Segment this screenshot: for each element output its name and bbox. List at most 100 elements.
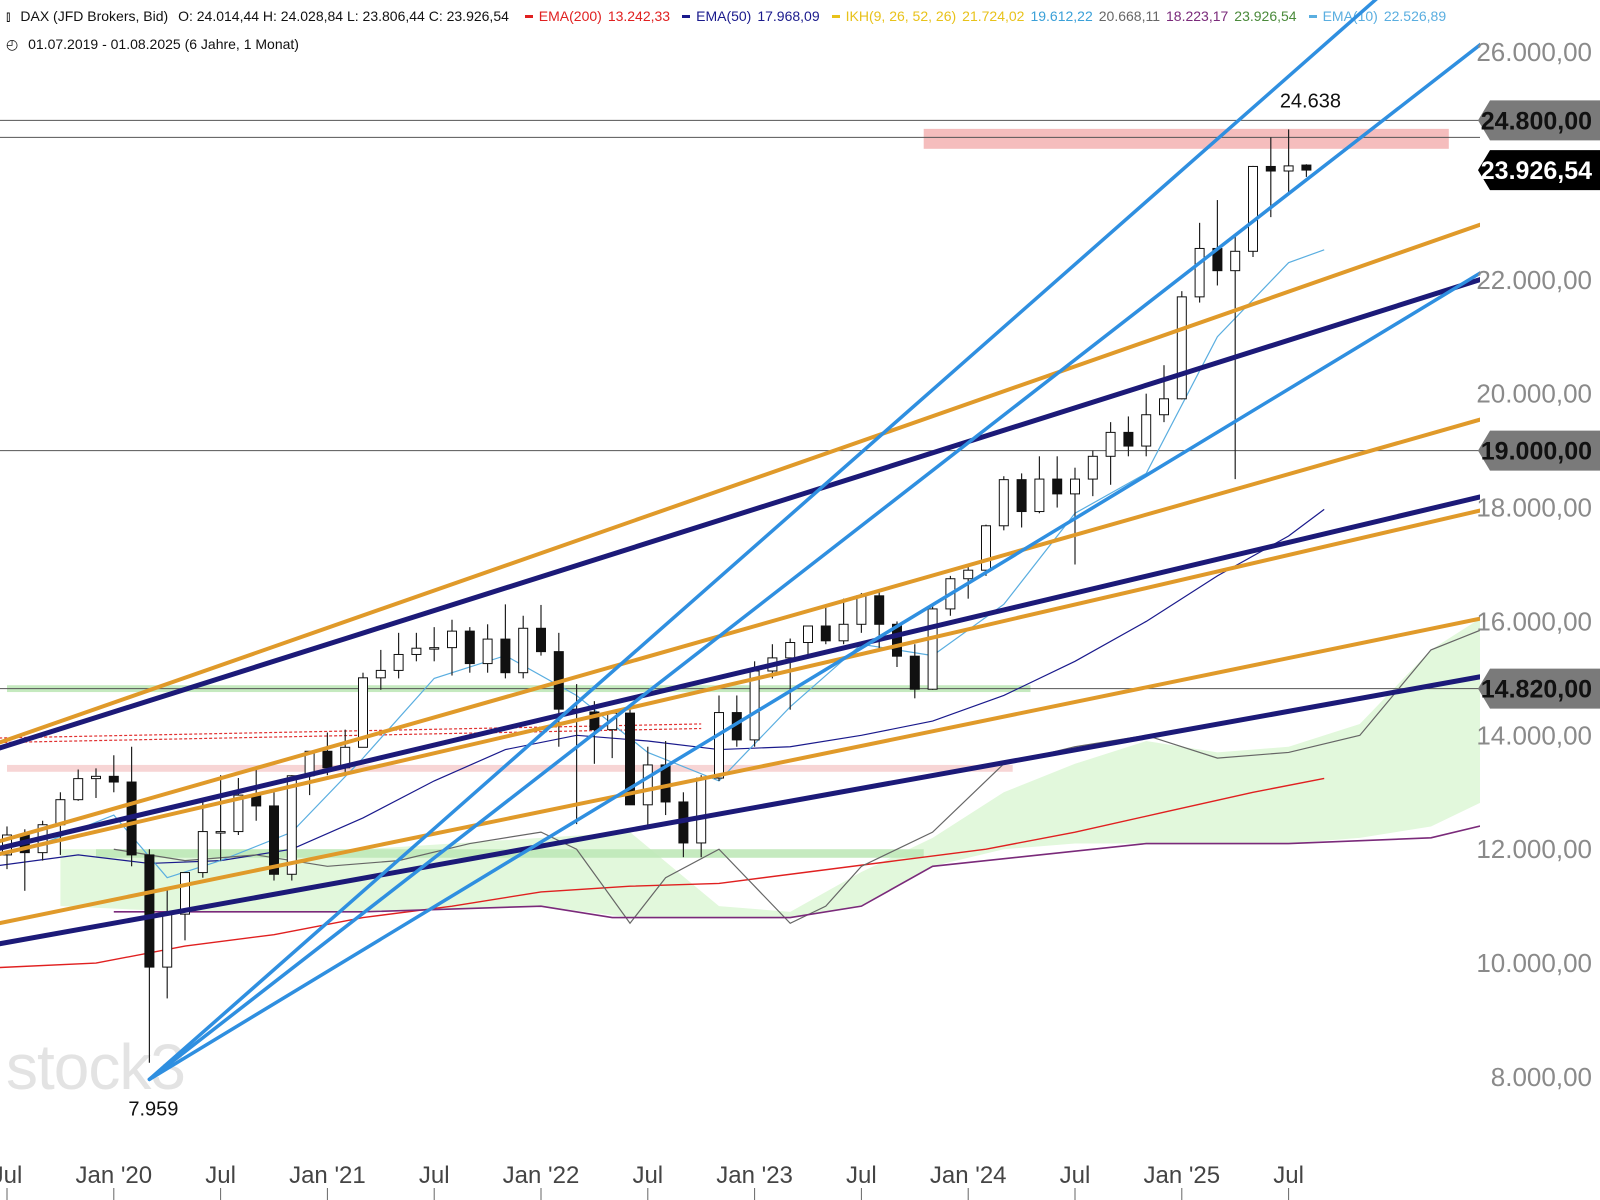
candle-body-up <box>856 595 867 625</box>
x-tick-label: Jul <box>1273 1162 1304 1189</box>
candle-body-down <box>625 712 635 806</box>
candle-body-down <box>1265 165 1276 172</box>
candle-body-up <box>1194 247 1205 298</box>
candle <box>144 849 155 1063</box>
candle-body-down <box>1052 478 1063 495</box>
candle <box>536 604 546 656</box>
candle <box>215 775 226 861</box>
candle-body-up <box>1087 455 1098 480</box>
ema50-line <box>0 508 1325 866</box>
price-tag-label: 14.820,00 <box>1481 676 1592 704</box>
candle-body-down <box>1301 164 1312 171</box>
price-tag: 24.800,00 <box>1478 100 1600 141</box>
candle-body-up <box>838 623 849 642</box>
chart-header-line1: ⫾ DAX (JFD Brokers, Bid) O: 24.014,44 H:… <box>6 8 1458 25</box>
legend-label: EMA(50) <box>696 8 752 24</box>
candle <box>803 625 813 656</box>
candle-body-up <box>286 775 297 875</box>
price-tag-bg <box>1478 150 1600 191</box>
candle <box>1052 456 1063 508</box>
x-tick-label: Jul <box>632 1162 663 1189</box>
candle <box>1265 137 1276 218</box>
x-tick-label: Jul <box>846 1162 877 1189</box>
price-annotation: 7.959 <box>128 1098 178 1120</box>
candle <box>660 741 671 816</box>
candle <box>358 672 368 748</box>
ikh-span-b-line <box>113 825 1480 919</box>
x-tick-label: Jul <box>205 1162 236 1189</box>
candle-body-down <box>500 638 511 674</box>
y-tick-label: 16.000,00 <box>1476 606 1592 636</box>
legend-label: EMA(200) <box>538 8 602 24</box>
candle <box>429 627 440 662</box>
candle-body-up <box>714 712 724 779</box>
indicator-legend: EMA(200) 13.242,33 EMA(50) 17.968,09 IKH(9, … <box>519 8 1452 24</box>
price-tag-bg <box>1478 100 1600 141</box>
x-tick-label: Jan '21 <box>289 1162 366 1189</box>
legend-value: 19.612,22 <box>1030 8 1093 24</box>
x-tick-label: Jan '20 <box>75 1162 152 1189</box>
candle <box>233 778 244 835</box>
candle-body-down <box>536 627 546 653</box>
candle <box>838 598 849 645</box>
ikh-lagging-line <box>113 629 1480 925</box>
candle-body-down <box>108 775 119 783</box>
candle <box>1283 129 1294 195</box>
candle-body-up <box>696 777 707 844</box>
y-tick-label: 22.000,00 <box>1476 265 1592 295</box>
candle <box>447 619 457 676</box>
blue-fan-1-trendline <box>147 0 1378 1082</box>
legend-value: 18.223,17 <box>1166 8 1229 24</box>
candle <box>678 792 689 858</box>
price-tag: 19.000,00 <box>1478 430 1600 471</box>
x-tick-label: Jan '24 <box>930 1162 1007 1189</box>
y-tick-label: 12.000,00 <box>1476 834 1592 864</box>
candle-body-up <box>162 913 173 968</box>
candle <box>1141 393 1152 457</box>
candle <box>927 604 938 690</box>
navy-channel-2-trendline <box>0 494 1480 851</box>
plot-area <box>0 0 1480 1082</box>
candle <box>393 632 404 679</box>
candle-body-up <box>1230 250 1241 272</box>
x-tick-label: Jan '23 <box>716 1162 793 1189</box>
candle <box>91 768 101 798</box>
candle <box>749 661 760 747</box>
price-tag-label: 19.000,00 <box>1481 438 1592 466</box>
price-tag-bg <box>1478 430 1600 471</box>
price-annotation: 24.638 <box>1280 91 1341 113</box>
candle-body-up <box>998 479 1009 527</box>
candle <box>1070 467 1080 565</box>
candle <box>785 638 796 710</box>
candle-body-down <box>892 623 902 657</box>
price-tag: 23.926,54 <box>1478 150 1600 191</box>
ema10-line <box>42 249 1325 879</box>
stock3-watermark-logo: stock3 <box>6 1031 186 1103</box>
price-zone-0 <box>923 128 1449 149</box>
candle <box>464 627 475 673</box>
candle-body-up <box>1176 296 1187 400</box>
price-tag-label: 24.800,00 <box>1481 107 1592 135</box>
candle <box>909 644 920 699</box>
ohlc-readout: O: 24.014,44 H: 24.028,84 L: 23.806,44 C… <box>178 8 509 24</box>
candle <box>1123 416 1134 457</box>
candle <box>500 604 511 679</box>
candle-body-up <box>1159 398 1169 416</box>
y-tick-label: 8.000,00 <box>1491 1062 1592 1092</box>
ichimoku-cloud <box>60 618 1480 918</box>
candle <box>1087 450 1098 497</box>
candle-body-down <box>144 854 155 968</box>
legend-value: 22.526,89 <box>1383 8 1447 24</box>
price-tag-bg <box>1478 668 1600 709</box>
candle <box>411 632 422 662</box>
candle-body-up <box>180 872 190 915</box>
candle <box>108 755 119 793</box>
orange-channel-1-trendline <box>0 222 1480 745</box>
candle-body-down <box>1123 431 1134 447</box>
chart-header-line2: ◴ 01.07.2019 - 01.08.2025 (6 Jahre, 1 Mo… <box>6 36 305 53</box>
blue-fan-2-trendline <box>147 42 1480 1082</box>
candle <box>714 695 724 781</box>
candle <box>1105 422 1116 485</box>
candle-body-up <box>375 669 386 679</box>
